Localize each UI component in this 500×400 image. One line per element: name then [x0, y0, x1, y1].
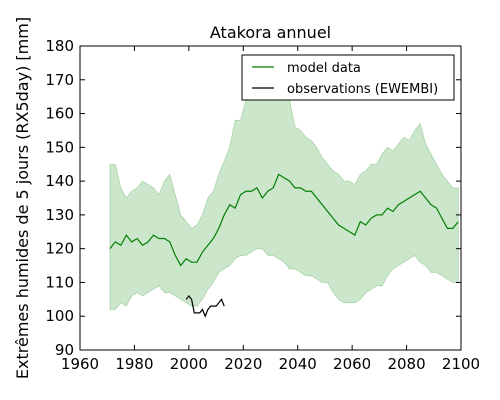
y-tick-label: 130: [45, 206, 74, 224]
y-tick-label: 110: [45, 273, 74, 291]
y-tick-label: 180: [45, 37, 74, 55]
x-tick-label: 2080: [387, 355, 425, 373]
legend-box: [241, 54, 455, 101]
plot-frame: [79, 45, 462, 351]
x-tick-label: 2060: [333, 355, 371, 373]
y-tick-label: 120: [45, 240, 74, 258]
chart-title: Atakora annuel: [210, 23, 331, 42]
y-tick-label: 160: [45, 105, 74, 123]
x-tick-label: 2040: [279, 355, 317, 373]
model-spread-band: [109, 71, 459, 310]
y-tick-label: 90: [55, 341, 74, 359]
y-tick-label: 100: [45, 307, 74, 325]
x-tick-label: 1980: [115, 355, 153, 373]
legend-entry-observations: observations (EWEMBI): [287, 82, 438, 97]
legend: model data observations (EWEMBI): [241, 54, 455, 101]
y-axis-label: Extrêmes humides de 5 jours (RX5day) [mm…: [13, 17, 32, 379]
y-tick-label: 140: [45, 172, 74, 190]
plot-area: [109, 71, 459, 318]
x-tick-label: 2000: [170, 355, 208, 373]
axis-ticks: 1960 1980 2000 2020 2040 2060 2080 2100 90 100 110…: [45, 37, 480, 373]
series-line-model: [109, 173, 459, 267]
series-line-observations: [185, 294, 225, 318]
x-tick-label: 2020: [224, 355, 262, 373]
y-tick-label: 170: [45, 71, 74, 89]
y-tick-label: 150: [45, 138, 74, 156]
x-tick-label: 2100: [442, 355, 480, 373]
legend-entry-model: model data: [287, 61, 361, 76]
x-tick-label: 1960: [61, 355, 99, 373]
